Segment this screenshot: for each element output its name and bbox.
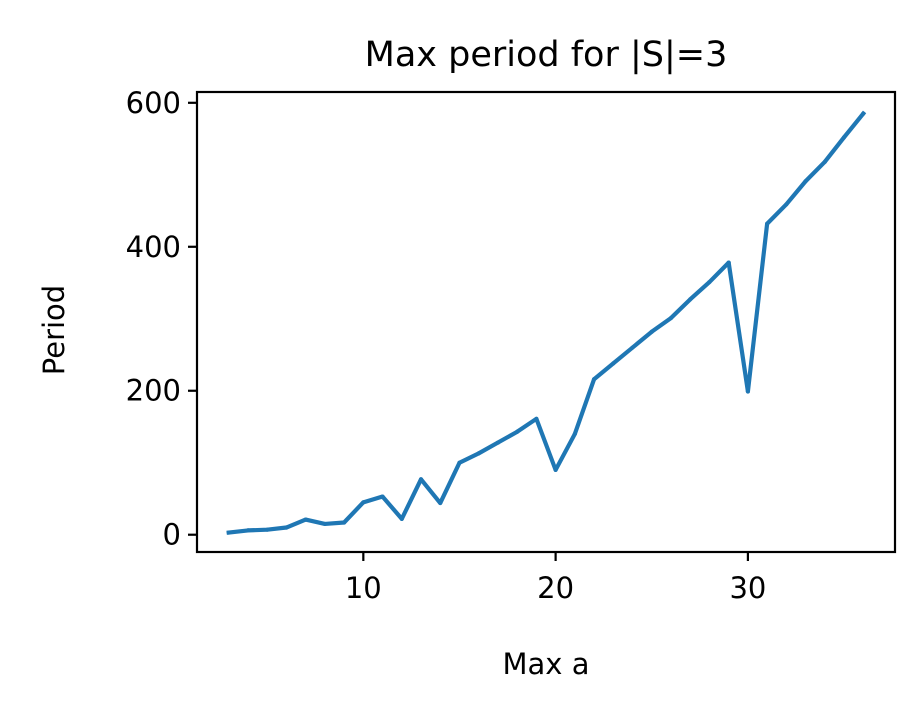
data-point: [534, 416, 539, 421]
data-point: [265, 527, 270, 532]
data-point: [495, 440, 501, 445]
data-point: [822, 159, 827, 164]
data-point: [707, 279, 712, 285]
data-point: [245, 528, 251, 533]
data-point: [399, 516, 404, 521]
data-point: [342, 520, 347, 525]
x-tick-label: 30: [729, 571, 766, 605]
series-line-0: [226, 110, 867, 535]
y-axis-ticks: 0 200 400 600: [126, 86, 197, 552]
data-point: [438, 500, 443, 506]
data-point: [284, 525, 289, 530]
data-point: [649, 329, 654, 334]
data-point: [553, 467, 558, 473]
chart-title: Max period for |S|=3: [365, 35, 728, 75]
x-axis-ticks: 10 20 30: [345, 552, 766, 605]
y-tick-label: 200: [126, 374, 181, 408]
y-axis-label: Period: [37, 285, 71, 375]
y-tick-label: 0: [163, 518, 181, 552]
data-point: [688, 297, 693, 302]
y-tick-label: 400: [126, 230, 181, 264]
data-point: [226, 530, 231, 535]
x-axis-label: Max a: [503, 647, 590, 681]
axes-frame: [195, 90, 897, 554]
x-tick-label: 10: [345, 571, 382, 605]
data-point: [784, 202, 789, 207]
data-point: [841, 135, 847, 140]
data-point: [418, 477, 424, 482]
data-point: [803, 179, 808, 184]
data-point: [515, 429, 520, 434]
y-tick-label: 600: [126, 86, 181, 120]
data-point: [476, 451, 481, 456]
data-point: [861, 111, 866, 116]
data-point: [457, 460, 462, 465]
data-point: [322, 521, 327, 527]
data-point: [361, 500, 366, 505]
data-point: [591, 377, 597, 382]
data-point: [630, 345, 635, 350]
data-point: [765, 221, 770, 226]
data-point: [303, 517, 308, 522]
x-tick-label: 20: [537, 571, 574, 605]
data-point: [726, 260, 731, 265]
data-point: [572, 431, 577, 437]
data-point: [611, 361, 616, 366]
plot-area: [226, 110, 867, 535]
data-point: [745, 389, 751, 394]
data-point: [668, 315, 674, 321]
data-point: [380, 494, 385, 499]
